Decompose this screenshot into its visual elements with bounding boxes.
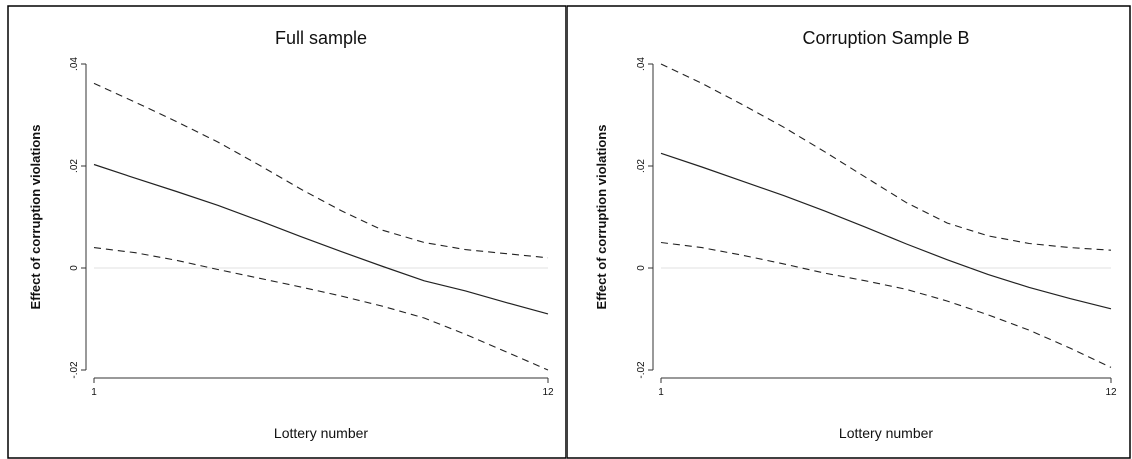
chart-frame	[7, 5, 566, 459]
y-tick-label: .04	[636, 57, 647, 71]
chart-svg: Full sample Effect of corruption violatio…	[7, 5, 566, 459]
y-tick-label: 0	[69, 265, 80, 271]
estimate-line	[660, 152, 1112, 310]
chart-panel-full-sample: Full sample Effect of corruption violatio…	[7, 5, 566, 459]
y-axis-label: Effect of corruption violations	[594, 125, 609, 310]
x-axis-label: Lottery number	[839, 425, 933, 441]
x-tick-label: 1	[658, 387, 664, 398]
lower-bound-line	[660, 241, 1112, 368]
x-axis-label: Lottery number	[274, 425, 368, 441]
upper-bound-line	[660, 63, 1112, 251]
chart-title: Full sample	[275, 28, 367, 48]
chart-title: Corruption Sample B	[802, 28, 969, 48]
x-tick-label: 12	[1105, 387, 1117, 398]
chart-panel-corruption-sample-b: Corruption Sample B Effect of corruption …	[566, 0, 1132, 459]
y-tick-label: .02	[636, 159, 647, 173]
x-tick-label: 12	[542, 387, 554, 398]
y-axis-label: Effect of corruption violations	[28, 125, 43, 310]
y-tick-label: -.02	[69, 361, 80, 379]
y-tick-label: 0	[636, 265, 647, 271]
lower-bound-line	[93, 247, 549, 371]
y-tick-label: -.02	[636, 361, 647, 379]
y-tick-label: .02	[69, 159, 80, 173]
estimate-line	[93, 163, 549, 315]
chart-svg: Corruption Sample B Effect of corruption …	[566, 5, 1131, 459]
chart-frame	[566, 5, 1131, 459]
upper-bound-line	[93, 82, 549, 259]
x-tick-label: 1	[91, 387, 97, 398]
y-tick-label: .04	[69, 57, 80, 71]
